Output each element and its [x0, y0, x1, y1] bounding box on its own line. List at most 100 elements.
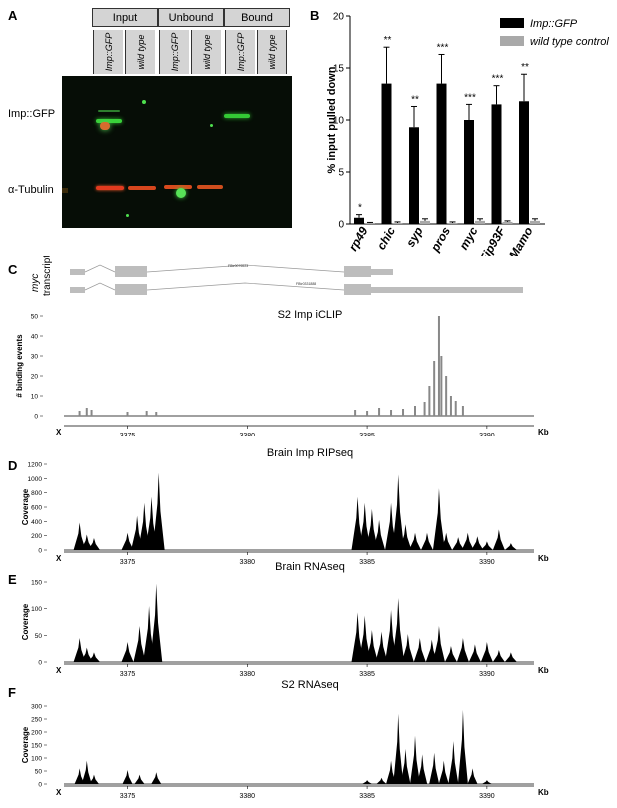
coverage-peak	[81, 760, 92, 784]
coverage-peak	[133, 626, 146, 662]
track-y-tick: 150	[31, 743, 42, 750]
coverage-peak	[504, 652, 517, 662]
binding-peak	[445, 376, 448, 416]
track-y-tick: 800	[31, 490, 42, 497]
coverage-peak	[413, 638, 426, 662]
significance-chic: **	[384, 35, 392, 46]
coverage-peak	[73, 638, 86, 662]
coverage-peak	[152, 472, 165, 550]
bar-Eip93F-0	[491, 104, 502, 224]
track-y-label: # binding events	[15, 334, 24, 398]
track-x-right: Kb	[538, 428, 549, 436]
coverage-peak	[351, 612, 364, 662]
track-x-right: Kb	[538, 554, 549, 563]
track-y-tick: 20	[31, 374, 39, 381]
track-y-tick: 200	[31, 533, 42, 540]
track-x-left: X	[56, 554, 62, 563]
tubulin-band-1	[96, 186, 124, 190]
binding-peak	[428, 386, 431, 416]
binding-peak	[454, 401, 457, 416]
lane-label-6-text: wild type	[267, 34, 277, 70]
lane-label-6: wild type	[257, 30, 287, 74]
gel-row-label-tubulin: α-Tubulin	[8, 184, 54, 196]
transcript-1: FBtr0076523	[70, 264, 393, 277]
track-x-tick-label: 3385	[359, 671, 375, 678]
track-x-tick-label: 3390	[479, 559, 495, 564]
track-x-tick-label: 3390	[479, 671, 495, 678]
track-title: Brain RNAseq	[275, 561, 345, 573]
coverage-peak	[420, 532, 433, 550]
panel-c-letter: C	[8, 262, 18, 277]
binding-peak	[437, 316, 440, 416]
coverage-peak	[410, 735, 420, 784]
track-x-right: Kb	[538, 666, 549, 675]
x-category-Eip93F: Eip93F	[476, 224, 508, 256]
lane-label-4: wild type	[191, 30, 221, 74]
track-x-tick-label: 3390	[479, 433, 495, 436]
coverage-peak	[480, 541, 493, 550]
track-x-left: X	[56, 788, 62, 797]
track-y-label: Coverage	[21, 726, 30, 763]
coverage-peak	[88, 774, 99, 784]
coverage-peak	[504, 543, 517, 550]
binding-peak	[433, 361, 436, 416]
bar-pros-1	[447, 222, 458, 224]
coverage-peak	[480, 642, 493, 662]
bar-pros-0	[436, 83, 447, 224]
coverage-peak	[74, 768, 85, 784]
track-y-tick: 150	[31, 580, 42, 587]
panel-e-letter: E	[8, 572, 17, 587]
transcript-1-id: FBtr0076523	[228, 264, 248, 268]
lane-label-2-text: wild type	[135, 34, 146, 70]
lane-label-2: wild type	[125, 30, 155, 74]
x-category-pros: pros	[427, 224, 453, 255]
coverage-peak	[461, 532, 474, 550]
panel-f-letter: F	[8, 685, 16, 700]
coverage-peak	[467, 768, 478, 784]
y-tick-label: 15	[333, 64, 345, 75]
binding-peak	[440, 356, 443, 416]
track-y-tick: 300	[31, 704, 42, 711]
binding-peak	[366, 411, 369, 416]
bar-myc-0	[464, 120, 474, 224]
brain-rnaseq-track: Brain RNAseq Coverage 150 100 50 0 X Kb 3375 3380…	[21, 561, 549, 678]
coverage-peak	[73, 522, 86, 550]
binding-peak	[461, 406, 464, 416]
track-y-tick: 30	[31, 354, 39, 361]
myc-transcripts-label: transcripts	[42, 256, 53, 296]
track-y-label: Coverage	[21, 603, 30, 640]
coverage-peak	[399, 524, 412, 550]
coverage-peak	[492, 529, 505, 550]
binding-peak	[126, 412, 129, 416]
x-category-rp49: rp49	[346, 224, 371, 253]
coverage-peak	[351, 496, 364, 550]
binding-peak	[390, 410, 393, 416]
binding-peak	[90, 410, 93, 416]
track-y-tick: 10	[31, 394, 39, 401]
bar-Eip93F-1	[502, 221, 513, 224]
bar-syp-1	[420, 220, 430, 224]
significance-Mamo: **	[521, 62, 529, 73]
significance-rp49: *	[358, 203, 362, 214]
coverage-peak	[151, 772, 162, 784]
transcript-2: FBtr0331888	[70, 282, 523, 295]
panel-d-letter: D	[8, 458, 18, 473]
significance-syp: **	[411, 94, 419, 105]
x-category-Mamo: Mamo	[506, 225, 535, 257]
coverage-peak	[365, 630, 378, 662]
gel-header-input: Input	[92, 8, 158, 27]
gel-header-bound-label: Bound	[241, 11, 273, 24]
binding-peak	[155, 412, 158, 416]
track-x-tick-label: 3390	[479, 793, 495, 800]
track-x-tick-label: 3385	[359, 433, 375, 436]
legend-swatch-wt	[500, 36, 524, 46]
binding-peak	[85, 408, 88, 416]
coverage-peak	[452, 537, 465, 550]
bar-rp49-0	[354, 217, 364, 224]
track-y-tick: 200	[31, 730, 42, 737]
coverage-peak	[80, 534, 93, 550]
track-x-tick-label: 3380	[240, 559, 256, 564]
ripseq-track: Brain Imp RIPseq Coverage 1200 1000 800 600 40…	[21, 447, 549, 564]
coverage-peak	[457, 709, 468, 784]
track-y-tick: 0	[34, 414, 38, 421]
